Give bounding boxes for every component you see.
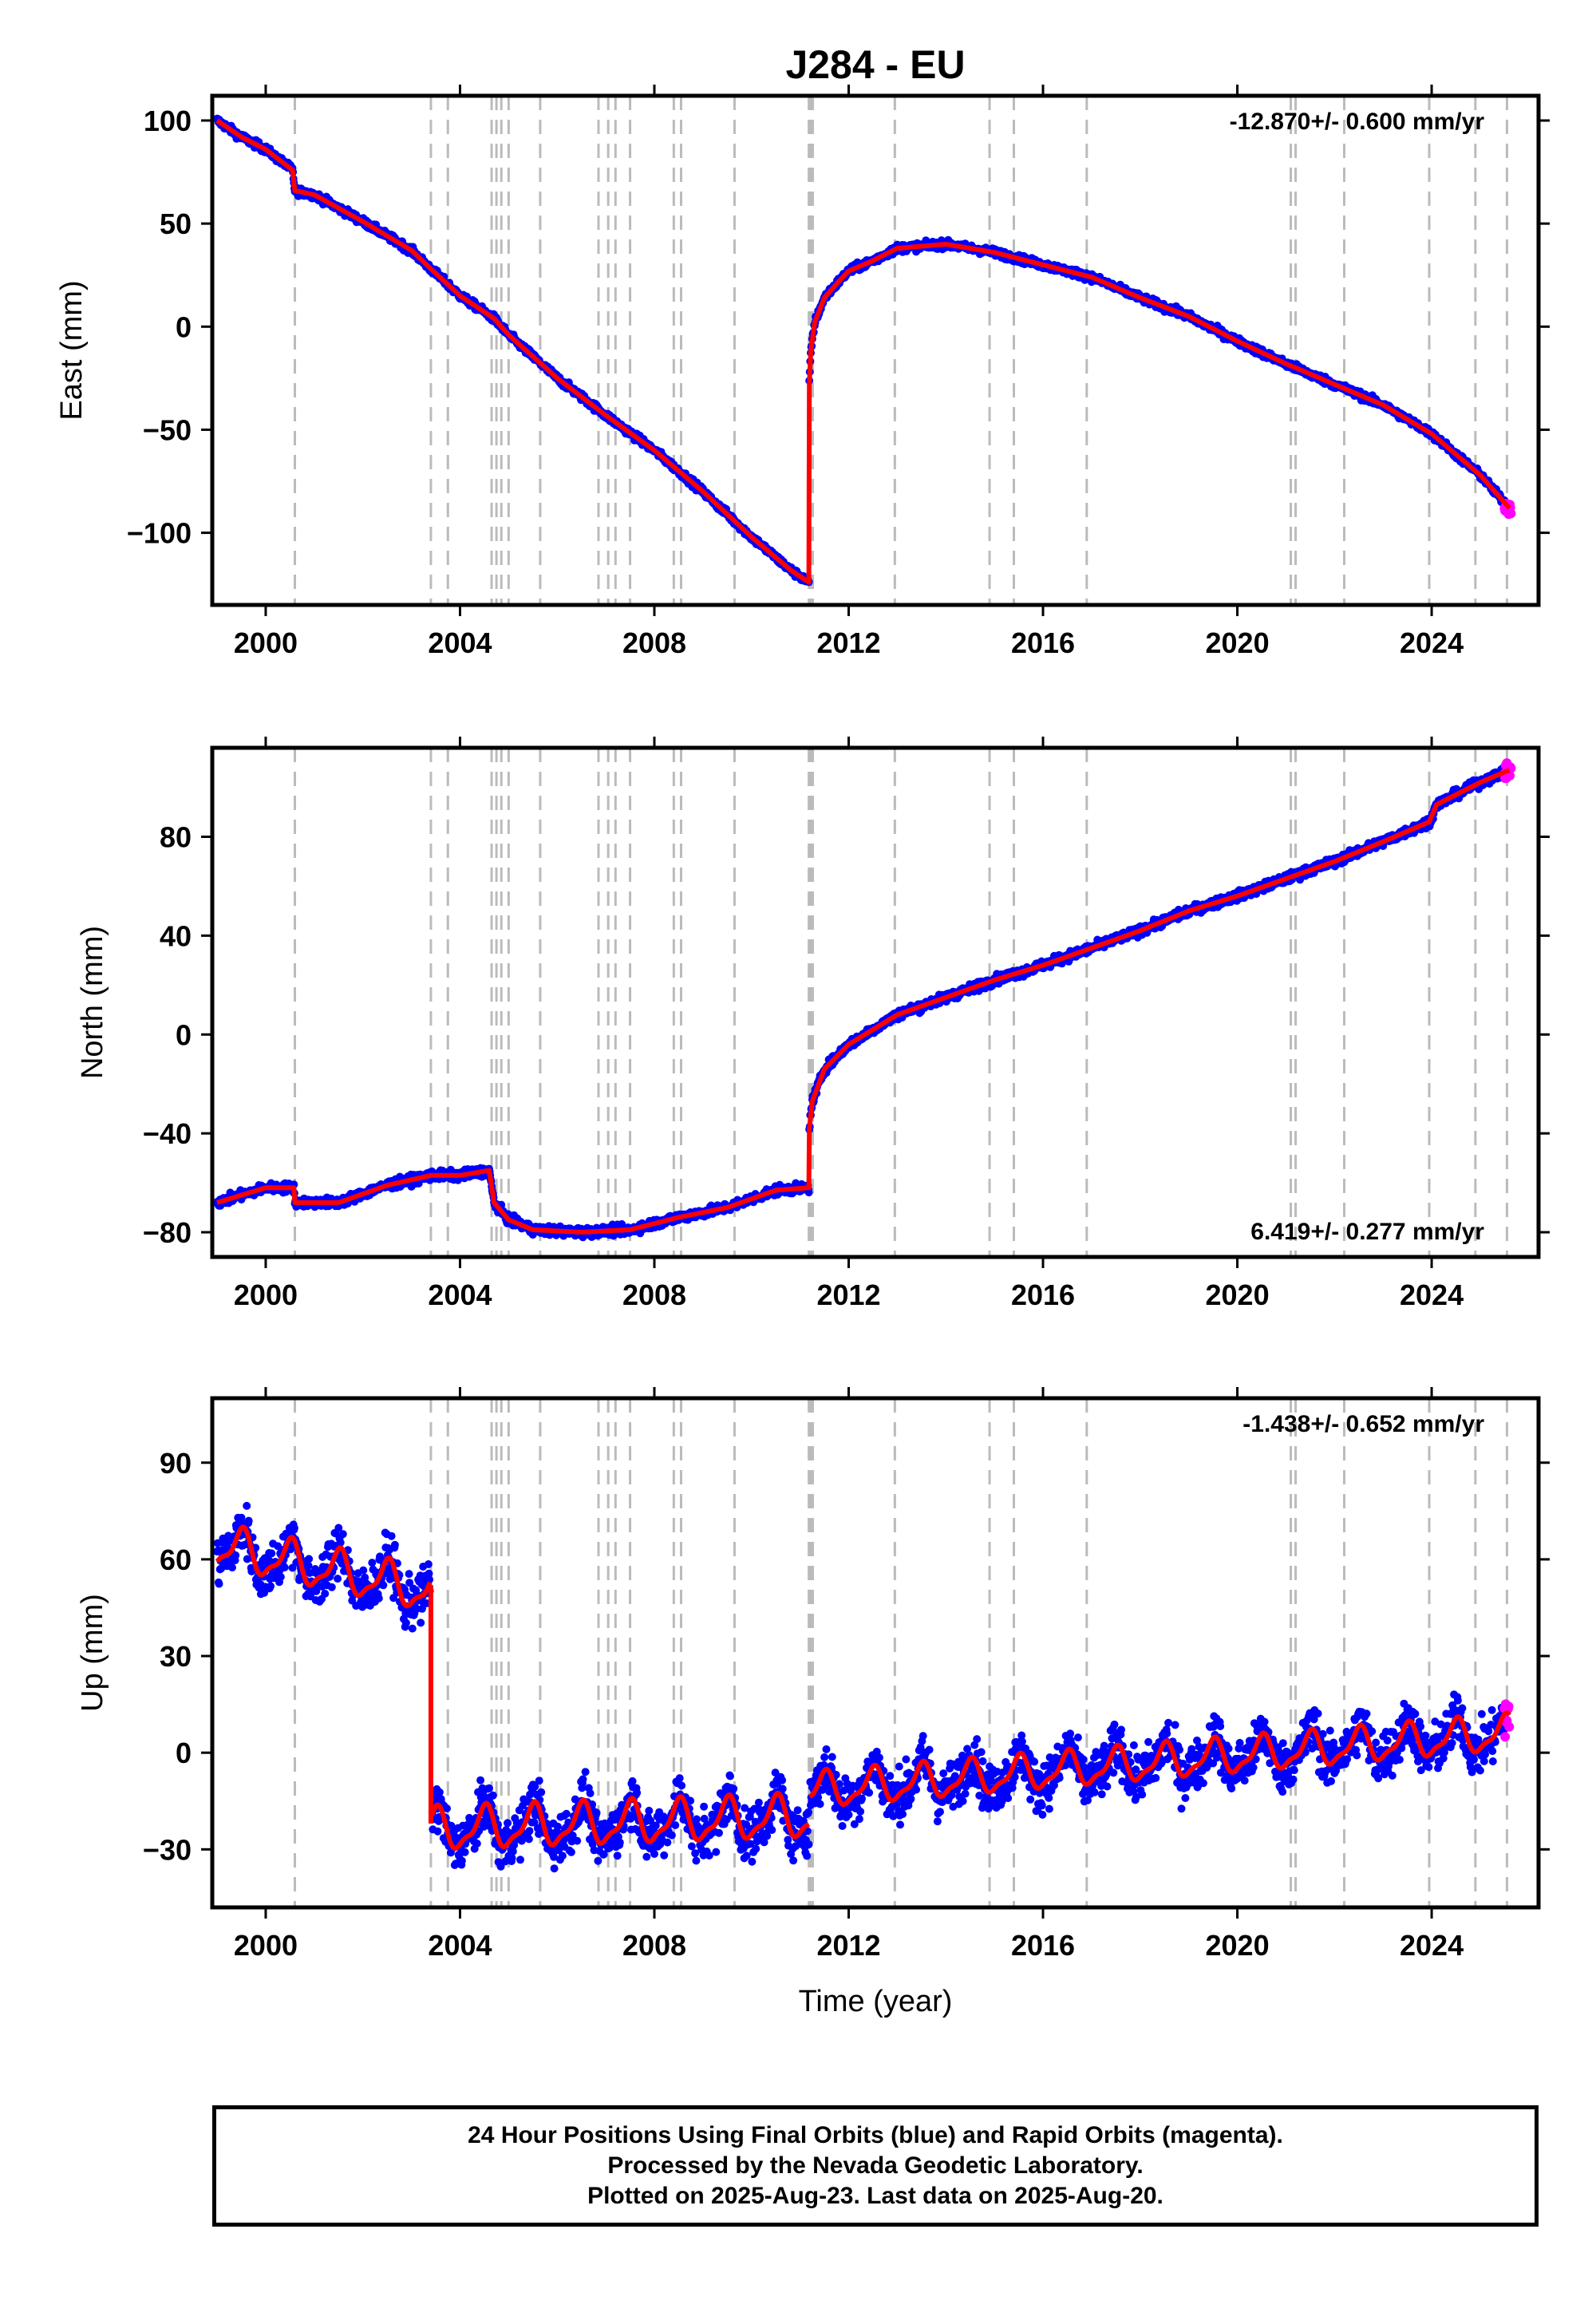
east-y-axis-label: East (mm) (55, 280, 89, 420)
north-plot-area (213, 748, 1516, 1257)
east-y-tick-label: −50 (143, 413, 192, 446)
east-model-line (215, 118, 1511, 585)
east-rate-label: -12.870+/- 0.600 mm/yr (1230, 109, 1485, 135)
east-x-tick-label: 2008 (622, 626, 686, 659)
east-y-tick-label: −100 (127, 517, 192, 550)
north-final-orbit-points (213, 764, 1509, 1242)
east-x-tick-label: 2016 (1011, 626, 1075, 659)
east-x-tick-label: 2012 (816, 626, 880, 659)
east-y-tick-label: 100 (144, 105, 192, 137)
east-final-orbit-points (213, 114, 1509, 587)
east-frame (210, 93, 1541, 607)
east-x-tick-label: 2004 (428, 626, 492, 659)
east-y-tick-label: 50 (160, 207, 192, 240)
east-x-tick-label: 2000 (234, 626, 298, 659)
east-rapid-point (1506, 508, 1516, 519)
east-x-tick-label: 2024 (1400, 626, 1464, 659)
north-panel: 2000 2004 2008 2012 2016 2020 202480400−40−80N… (76, 737, 1550, 1311)
north-final-point (804, 1188, 813, 1197)
east-panel: 2000 2004 2008 2012 2016 2020 2024 100 50 0 −50 −10… (55, 85, 1550, 659)
east-x-tick-label: 2020 (1206, 626, 1270, 659)
figure-title: J284 - EU (785, 42, 965, 87)
east-y-tick-label: 0 (176, 310, 192, 343)
east-plot-area (213, 96, 1516, 605)
